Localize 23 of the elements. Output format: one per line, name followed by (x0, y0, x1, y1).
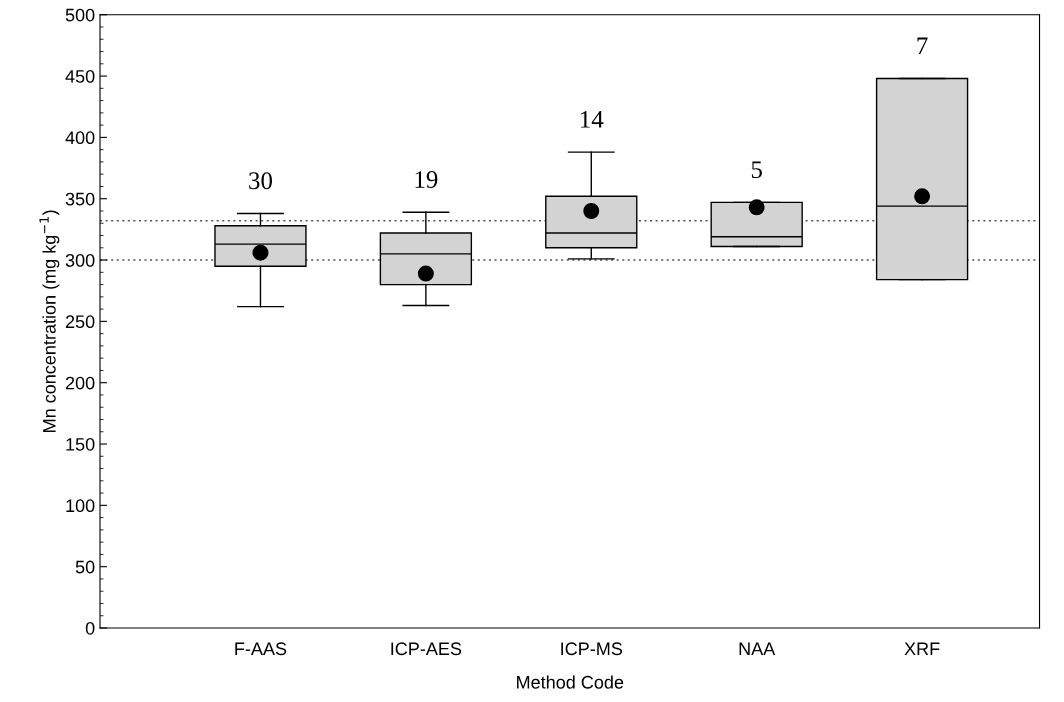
y-tick-label: 200 (65, 376, 95, 390)
y-axis-title: Mn concentration (mg kg$^{−1}$) (39, 210, 60, 432)
y-tick-label: 100 (66, 499, 95, 513)
x-tick-label: ICP-MS (561, 642, 623, 656)
y-tick-label: 150 (66, 437, 95, 451)
x-tick-label: NAA (739, 642, 776, 655)
y-tick-label: 50 (75, 560, 95, 574)
x-axis-title: Method Code (517, 675, 624, 689)
x-tick-label: F-AAS (235, 642, 287, 656)
annotation: 5 (751, 161, 762, 179)
y-tick-label: 0 (85, 621, 95, 635)
annotation: 30 (249, 172, 273, 190)
y-tick-label: 500 (65, 8, 95, 22)
y-tick-label: 400 (65, 131, 95, 145)
x-tick-label: ICP-AES (391, 642, 462, 656)
annotation: 7 (917, 37, 928, 54)
y-tick-label: 350 (65, 192, 95, 206)
y-tick-label: 300 (65, 253, 95, 267)
annotation: 19 (415, 171, 438, 188)
y-tick-label: 250 (65, 315, 95, 329)
y-tick-label: 450 (65, 70, 95, 83)
annotation: 14 (580, 111, 604, 128)
x-tick-label: XRF (904, 642, 940, 655)
